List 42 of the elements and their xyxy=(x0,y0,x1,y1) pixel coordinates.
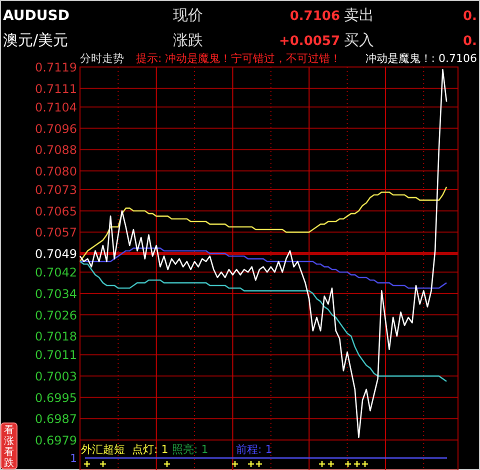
y-tick-label: 0.7080 xyxy=(35,164,77,178)
y-tick-label: 0.7096 xyxy=(35,122,77,136)
y-tick-label: 0.7065 xyxy=(35,204,77,218)
y-tick-label: 0.7073 xyxy=(35,183,77,198)
text: 卖出 xyxy=(344,6,374,24)
text: +0.0057 xyxy=(278,34,340,49)
y-tick-label: 0.7003 xyxy=(35,370,77,384)
y-tick-label: 0.7057 xyxy=(35,226,77,240)
y-tick-label: 0.7088 xyxy=(35,143,77,158)
y-tick-label: 0.7104 xyxy=(35,100,77,114)
text: 0.7106 xyxy=(290,9,340,24)
line-series xyxy=(79,69,448,438)
line-series xyxy=(79,260,448,382)
y-tick-label: 0.7026 xyxy=(35,308,77,322)
text: 外汇超短 xyxy=(81,443,125,456)
text: 1 xyxy=(70,452,77,465)
y-tick-label: 0.7042 xyxy=(35,266,77,280)
y-tick-label: 0.7034 xyxy=(35,286,77,301)
chart-title: AUDUSD xyxy=(3,8,70,24)
text: 提示: 冲动是魔鬼！宁可错过，不可过错！ xyxy=(136,52,342,65)
line-series xyxy=(79,186,448,262)
text: 0. xyxy=(463,9,477,24)
y-tick-label: 0.6979 xyxy=(35,434,77,448)
chart-subtitle: 澳元/美元 xyxy=(3,31,68,49)
text: 买入 xyxy=(344,31,374,49)
y-tick-label: 0.7011 xyxy=(35,348,77,362)
text: 点灯: 1 xyxy=(132,443,168,456)
text: 照亮: 1 xyxy=(172,443,208,456)
text: 0. xyxy=(463,34,477,49)
text: 冲动是魔鬼！: 0.7106 xyxy=(365,52,477,65)
text: 前程: 1 xyxy=(236,443,272,456)
text: 看涨看跌 xyxy=(4,424,14,469)
y-tick-label: 0.7119 xyxy=(35,60,77,74)
text: 涨跌 xyxy=(173,31,203,49)
y-tick-label: 0.6995 xyxy=(35,390,77,405)
y-tick-label: 0.7049 xyxy=(35,247,77,261)
y-tick-label: 0.6987 xyxy=(35,412,77,426)
y-tick-label: 0.7018 xyxy=(35,330,77,344)
text: 现价 xyxy=(173,6,203,24)
line-series xyxy=(79,248,448,289)
y-tick-label: 0.7111 xyxy=(35,82,77,96)
text: 分时走势 xyxy=(80,52,124,65)
